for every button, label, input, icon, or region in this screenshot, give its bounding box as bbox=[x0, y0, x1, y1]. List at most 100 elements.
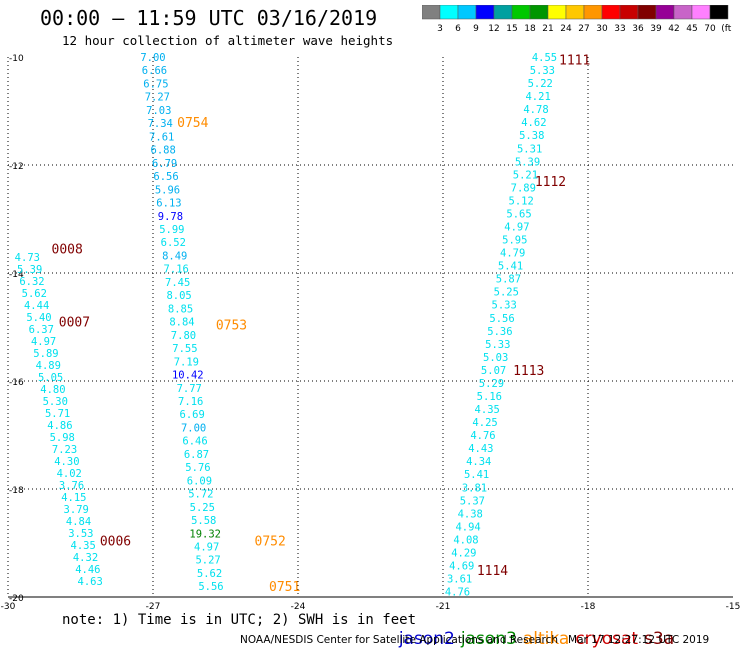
time-label: 0007 bbox=[59, 316, 90, 331]
data-point-label: 5.41 bbox=[464, 469, 489, 481]
data-point-label: 6.88 bbox=[151, 145, 176, 157]
x-tick-label: -24 bbox=[291, 602, 306, 612]
chart-subtitle: 12 hour collection of altimeter wave hei… bbox=[62, 33, 394, 48]
data-point-label: 4.94 bbox=[455, 521, 480, 533]
data-point-label: 3.61 bbox=[447, 574, 472, 586]
legend-jason3: jason3 bbox=[460, 629, 517, 649]
x-tick-label: -27 bbox=[146, 602, 161, 612]
data-point-label: 5.98 bbox=[50, 432, 75, 444]
data-point-label: 4.78 bbox=[523, 104, 548, 116]
data-point-label: 4.43 bbox=[468, 443, 493, 455]
data-point-label: 5.65 bbox=[506, 208, 531, 220]
time-label: 1112 bbox=[535, 175, 566, 190]
data-point-label: 4.69 bbox=[449, 561, 474, 573]
data-point-label: 4.55 bbox=[532, 52, 557, 64]
data-point-label: 4.38 bbox=[458, 508, 483, 520]
legend-cryosat: cryosat bbox=[575, 629, 639, 649]
data-point-label: 4.02 bbox=[57, 468, 82, 480]
data-point-label: 7.23 bbox=[52, 444, 77, 456]
time-label: 1113 bbox=[513, 364, 544, 379]
data-point-label: 7.03 bbox=[146, 105, 171, 117]
data-point-label: 3.79 bbox=[64, 504, 89, 516]
data-point-label: 19.32 bbox=[189, 528, 221, 540]
data-point-label: 4.97 bbox=[31, 336, 56, 348]
data-point-label: 5.95 bbox=[502, 235, 527, 247]
scale-label: 70 bbox=[704, 24, 716, 34]
data-point-label: 4.21 bbox=[525, 91, 550, 103]
data-point-label: 4.08 bbox=[453, 534, 478, 546]
data-point-label: 8.85 bbox=[168, 303, 193, 315]
data-point-label: 6.69 bbox=[180, 409, 205, 421]
data-point-label: 8.49 bbox=[162, 250, 187, 262]
x-tick-label: -21 bbox=[436, 602, 451, 612]
data-point-label: 7.89 bbox=[511, 182, 536, 194]
data-point-label: 4.62 bbox=[521, 117, 546, 129]
data-point-label: 7.16 bbox=[178, 396, 203, 408]
y-tick-label: -12 bbox=[9, 162, 24, 172]
data-point-label: 4.80 bbox=[40, 384, 65, 396]
data-point-label: 5.99 bbox=[159, 224, 184, 236]
scale-label: 36 bbox=[632, 24, 644, 34]
data-point-label: 9.78 bbox=[158, 211, 183, 223]
data-point-label: 8.84 bbox=[169, 317, 194, 329]
data-point-label: 4.35 bbox=[475, 404, 500, 416]
data-point-label: 5.03 bbox=[483, 352, 508, 364]
data-point-label: 6.79 bbox=[152, 158, 177, 170]
data-point-label: 7.80 bbox=[171, 330, 196, 342]
data-point-label: 5.72 bbox=[188, 489, 213, 501]
data-point-label: 4.86 bbox=[47, 420, 72, 432]
data-point-label: 6.52 bbox=[161, 237, 186, 249]
data-point-label: 5.39 bbox=[17, 264, 42, 276]
data-point-label: 5.71 bbox=[45, 408, 70, 420]
scale-label: 30 bbox=[596, 24, 608, 34]
data-point-label: 5.76 bbox=[185, 462, 210, 474]
data-point-label: 5.30 bbox=[43, 396, 68, 408]
data-point-label: 4.73 bbox=[15, 252, 40, 264]
data-point-label: 5.40 bbox=[26, 312, 51, 324]
scale-label: 21 bbox=[542, 24, 553, 34]
time-label: 0752 bbox=[255, 534, 286, 549]
data-point-label: 5.22 bbox=[528, 78, 553, 90]
y-tick-label: -10 bbox=[9, 54, 24, 64]
x-tick-label: -18 bbox=[581, 602, 596, 612]
data-point-label: 4.44 bbox=[24, 300, 49, 312]
data-point-label: 5.33 bbox=[485, 339, 510, 351]
scale-label: (ft) bbox=[721, 24, 732, 34]
data-point-label: 4.35 bbox=[71, 540, 96, 552]
data-point-label: 7.16 bbox=[164, 264, 189, 276]
data-point-label: 5.36 bbox=[487, 326, 512, 338]
scale-label: 9 bbox=[473, 24, 479, 34]
data-point-label: 7.34 bbox=[148, 118, 173, 130]
data-point-label: 4.76 bbox=[470, 430, 495, 442]
data-point-label: 5.33 bbox=[492, 300, 517, 312]
scale-label: 24 bbox=[560, 24, 572, 34]
data-point-label: 5.38 bbox=[519, 130, 544, 142]
data-point-label: 5.29 bbox=[479, 378, 504, 390]
scale-label: 15 bbox=[506, 24, 517, 34]
data-point-label: 4.34 bbox=[466, 456, 491, 468]
y-tick-label: -16 bbox=[9, 378, 24, 388]
data-point-label: 7.00 bbox=[140, 52, 165, 64]
data-point-label: 4.89 bbox=[36, 360, 61, 372]
data-point-label: 6.75 bbox=[143, 78, 168, 90]
x-tick-label: -15 bbox=[726, 602, 740, 612]
scale-label: 42 bbox=[668, 24, 679, 34]
legend-jason2: jason2 bbox=[398, 629, 455, 649]
data-point-label: 5.56 bbox=[198, 581, 223, 593]
data-point-label: 5.05 bbox=[38, 372, 63, 384]
data-point-label: 4.63 bbox=[78, 576, 103, 588]
data-point-label: 5.33 bbox=[530, 65, 555, 77]
data-point-label: 6.32 bbox=[19, 276, 44, 288]
y-tick-label: -14 bbox=[9, 270, 24, 280]
scale-swatch bbox=[709, 5, 729, 20]
data-point-label: 4.25 bbox=[472, 417, 497, 429]
scale-label: 33 bbox=[614, 24, 625, 34]
data-point-label: 6.37 bbox=[29, 324, 54, 336]
data-point-label: 5.12 bbox=[509, 195, 534, 207]
time-label: 0751 bbox=[269, 580, 300, 595]
data-point-label: 3.81 bbox=[462, 482, 487, 494]
data-point-label: 5.62 bbox=[197, 568, 222, 580]
data-point-label: 6.56 bbox=[153, 171, 178, 183]
time-label: 0008 bbox=[52, 243, 83, 258]
